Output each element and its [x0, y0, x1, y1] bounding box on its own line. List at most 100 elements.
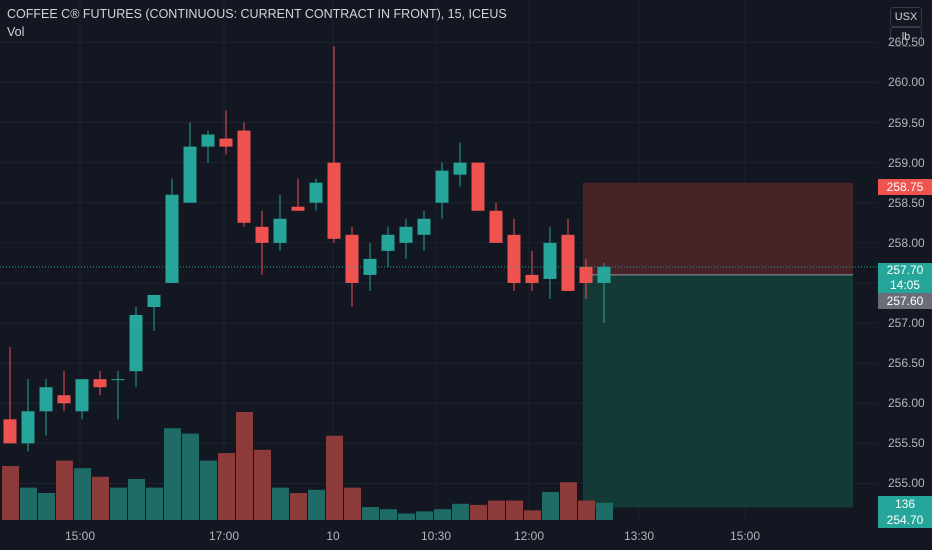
price-tick-label: 260.50 [888, 35, 925, 50]
currency-button[interactable]: USX [890, 7, 922, 27]
candle-body [489, 210, 503, 243]
candle-body [579, 266, 593, 283]
candle-body [525, 274, 539, 283]
volume-bar [92, 476, 109, 520]
candle-body [381, 234, 395, 251]
time-tick-label: 15:00 [729, 529, 761, 543]
candle-body [309, 182, 323, 203]
take-profit-zone [583, 274, 853, 508]
candle-body [273, 218, 287, 243]
volume-bar [542, 491, 559, 520]
volume-bar [128, 478, 145, 520]
candle-body [327, 162, 341, 239]
volume-bar [164, 428, 181, 520]
candle-body [597, 266, 611, 283]
candle-body [291, 206, 305, 211]
price-tick-label: 259.50 [888, 115, 925, 130]
volume-bar [110, 487, 127, 520]
time-tick-label: 17:00 [208, 529, 240, 543]
price-tick-label: 256.00 [888, 396, 925, 411]
candle-body [417, 218, 431, 235]
volume-bar [38, 493, 55, 520]
volume-bar [578, 500, 595, 520]
candle-body [201, 134, 215, 147]
candle-body [111, 379, 125, 381]
candle-body [471, 162, 485, 211]
candle-body [129, 315, 143, 372]
volume-bar [344, 487, 361, 520]
volume-bar [200, 460, 217, 520]
candle-body [39, 387, 53, 412]
volume-bar [470, 504, 487, 520]
volume-bar [218, 453, 235, 520]
volume-bar [380, 509, 397, 520]
candle-body [399, 226, 413, 243]
candle-body [57, 395, 71, 404]
time-tick-label: 13:30 [623, 529, 655, 543]
candle-body [93, 379, 107, 388]
volume-bar [74, 468, 91, 520]
stop-loss-zone [583, 182, 853, 275]
candle-body [75, 379, 89, 412]
price-tick-label: 257.00 [888, 316, 925, 331]
candle-body [165, 194, 179, 283]
volume-tag: 136 [878, 496, 932, 512]
price-tick-label: 255.00 [888, 476, 925, 491]
candle-body [147, 294, 161, 307]
volume-bar [56, 460, 73, 520]
candle-body [345, 234, 359, 283]
main-chart-svg[interactable] [0, 0, 878, 520]
price-tick-label: 256.50 [888, 356, 925, 371]
volume-bar [326, 435, 343, 520]
candle-body [237, 130, 251, 223]
candle-body [507, 234, 521, 283]
candle-body [435, 170, 449, 203]
volume-bar [362, 507, 379, 520]
candle-body [21, 411, 35, 444]
price-tick-label: 258.00 [888, 235, 925, 250]
candle-body [3, 419, 17, 444]
last-price-value: 257.70 [886, 263, 924, 277]
time-tick-label: 10 [326, 529, 340, 543]
price-tick-label: 259.00 [888, 155, 925, 170]
volume-indicator-label[interactable]: Vol [7, 25, 25, 39]
candle-body [183, 146, 197, 203]
candle-body [453, 162, 467, 175]
volume-bar [488, 500, 505, 520]
volume-bar [524, 510, 541, 520]
candle-body [255, 226, 269, 243]
volume-bar [20, 487, 37, 520]
chart-area[interactable]: COFFEE C® FUTURES (CONTINUOUS: CURRENT C… [0, 0, 878, 520]
candle-body [219, 138, 233, 147]
volume-bar [416, 511, 433, 520]
volume-bar [182, 433, 199, 520]
volume-bar [146, 487, 163, 520]
volume-bar [398, 513, 415, 520]
entry-price-tag: 257.60 [878, 293, 932, 309]
stop-price-tag: 258.75 [878, 179, 932, 195]
bar-countdown: 14:05 [889, 278, 921, 292]
volume-bar [254, 449, 271, 520]
volume-bar [290, 493, 307, 520]
volume-bar [434, 509, 451, 520]
volume-bar [596, 502, 613, 520]
time-tick-label: 12:00 [513, 529, 545, 543]
target-price-tag: 254.70 [878, 512, 932, 528]
unit-button[interactable]: lb [890, 27, 922, 47]
time-axis[interactable]: 15:00 17:00 10 10:30 12:00 13:30 15:00 [0, 520, 878, 550]
volume-bar [2, 466, 19, 520]
price-tick-label: 255.50 [888, 436, 925, 451]
volume-bar [452, 503, 469, 520]
candle-body [561, 234, 575, 291]
symbol-title: COFFEE C® FUTURES (CONTINUOUS: CURRENT C… [7, 7, 507, 21]
time-tick-label: 10:30 [420, 529, 452, 543]
price-tick-label: 260.00 [888, 75, 925, 90]
price-tick-label: 258.50 [888, 195, 925, 210]
volume-bar [308, 489, 325, 520]
time-tick-label: 15:00 [64, 529, 96, 543]
volume-bar [560, 482, 577, 520]
candle-body [543, 242, 557, 279]
volume-bar [506, 500, 523, 520]
volume-bar [272, 487, 289, 520]
price-axis[interactable]: USX lb 261.50260.50260.00259.50259.00258… [878, 0, 932, 550]
